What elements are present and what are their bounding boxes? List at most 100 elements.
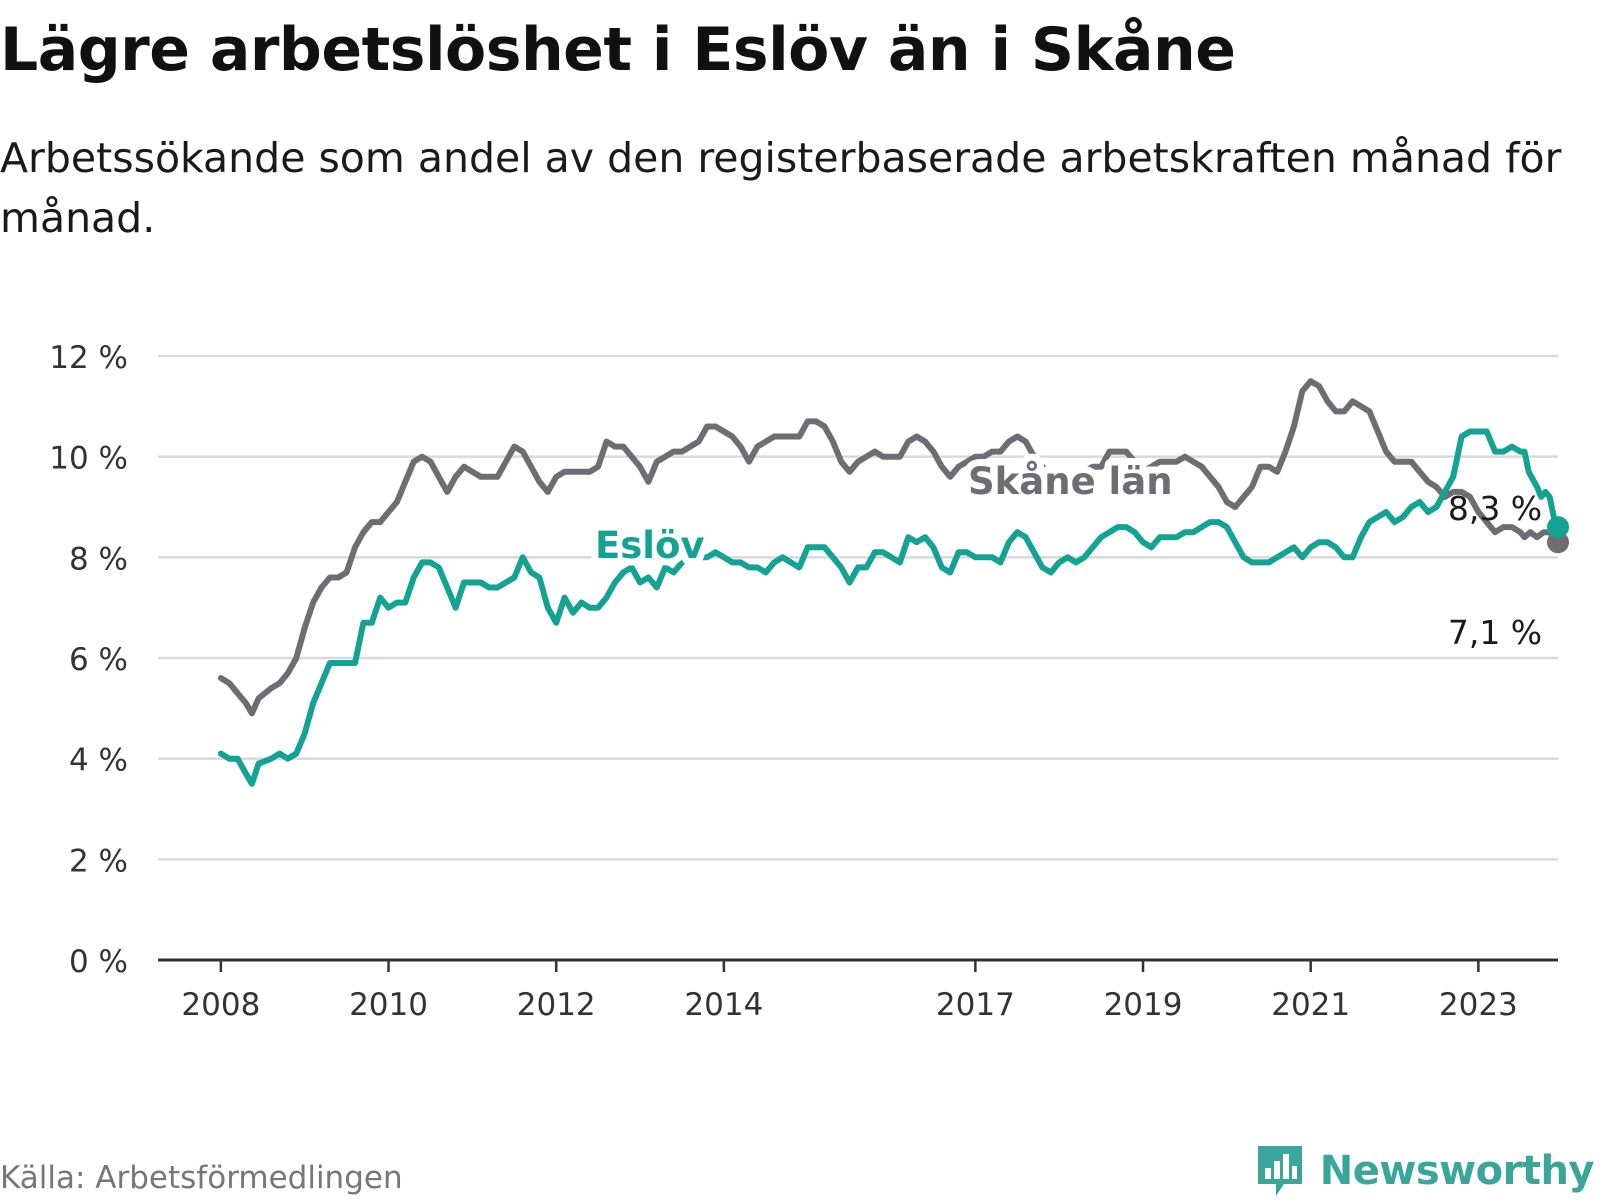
data-point (1377, 431, 1379, 432)
eslov-series-label: Eslöv (595, 524, 705, 567)
data-point (1050, 571, 1052, 573)
data-point (371, 622, 373, 624)
data-point (1226, 501, 1228, 503)
data-point (396, 501, 398, 503)
data-point (505, 461, 507, 463)
data-point (530, 466, 532, 468)
data-point (1000, 561, 1002, 563)
data-point (320, 587, 322, 589)
data-point (1134, 531, 1136, 533)
data-point (1150, 466, 1152, 468)
data-point (329, 662, 331, 664)
data-point (723, 431, 725, 432)
data-point (1100, 466, 1102, 468)
skane-series-label-halo: Skåne län (968, 460, 1173, 503)
data-point (1125, 526, 1127, 528)
series-layer (217, 378, 1569, 787)
data-point (840, 461, 842, 463)
data-point (1108, 531, 1110, 533)
data-point (1176, 536, 1178, 538)
data-point (832, 556, 834, 558)
data-point (538, 481, 540, 483)
data-point (1301, 390, 1303, 392)
data-point (1067, 476, 1069, 478)
data-point (656, 587, 658, 589)
data-point (1486, 431, 1488, 432)
data-point (1377, 516, 1379, 518)
data-point (1394, 461, 1396, 463)
data-point (1117, 526, 1119, 528)
x-tick-label: 2012 (517, 987, 596, 1023)
data-point (966, 551, 968, 553)
data-point (1385, 451, 1387, 453)
data-point (371, 521, 373, 523)
y-tick-label: 4 % (69, 743, 128, 779)
data-point (622, 571, 624, 573)
data-point (773, 436, 775, 438)
data-point (1419, 471, 1421, 473)
data-point (471, 471, 473, 473)
data-point (564, 597, 566, 599)
data-point (1368, 521, 1370, 523)
data-point (656, 461, 658, 463)
data-point (849, 582, 851, 583)
axis-layer: 0 % 2 % 4 % 6 % 8 % 10 % 12 % 2008 2010 2012 2014 2… (49, 340, 1558, 1023)
data-point (606, 441, 608, 443)
data-point (1184, 531, 1186, 533)
data-point (974, 456, 976, 458)
data-point (782, 436, 784, 438)
data-point (681, 561, 683, 563)
data-point (840, 566, 842, 568)
data-point (1444, 491, 1446, 493)
data-point (1469, 496, 1471, 498)
data-point (295, 657, 297, 659)
data-point (1461, 436, 1463, 438)
data-point (1008, 541, 1010, 543)
data-point (279, 682, 281, 684)
data-point (237, 692, 239, 694)
data-point (1251, 486, 1253, 488)
data-point (1402, 516, 1404, 518)
data-point (1142, 541, 1144, 543)
newsworthy-logo[interactable]: Newsworthy (1254, 1142, 1595, 1200)
x-tick-label: 2008 (181, 987, 260, 1023)
data-point (1301, 556, 1303, 558)
data-point (807, 420, 809, 422)
data-point (589, 471, 591, 473)
data-point (362, 531, 364, 533)
data-point (1310, 546, 1312, 548)
data-point (664, 566, 666, 568)
data-point (916, 436, 918, 438)
skane-end-value: 8,3 % (1448, 489, 1542, 528)
data-point (1310, 380, 1312, 382)
data-point (1075, 471, 1077, 473)
data-point (606, 597, 608, 599)
data-point (429, 461, 431, 463)
data-point (1326, 400, 1328, 402)
data-point (1360, 405, 1362, 407)
data-point (1544, 491, 1546, 493)
data-point (270, 687, 272, 689)
data-point (857, 461, 859, 463)
data-point (522, 556, 524, 558)
data-point (1209, 476, 1211, 478)
data-point (1285, 551, 1287, 553)
data-point (723, 556, 725, 558)
data-point (1469, 431, 1471, 432)
data-point (1092, 546, 1094, 548)
data-point (815, 420, 817, 422)
data-point (1276, 556, 1278, 558)
data-point (1536, 486, 1538, 488)
data-point (1075, 561, 1077, 563)
data-point (1142, 471, 1144, 473)
data-point (404, 602, 406, 604)
data-point (823, 425, 825, 427)
data-point (312, 702, 314, 704)
data-point (907, 441, 909, 443)
data-point (1503, 451, 1505, 453)
data-point (1435, 506, 1437, 508)
x-tick-label: 2021 (1271, 987, 1350, 1023)
data-point (1435, 486, 1437, 488)
data-point (782, 556, 784, 558)
